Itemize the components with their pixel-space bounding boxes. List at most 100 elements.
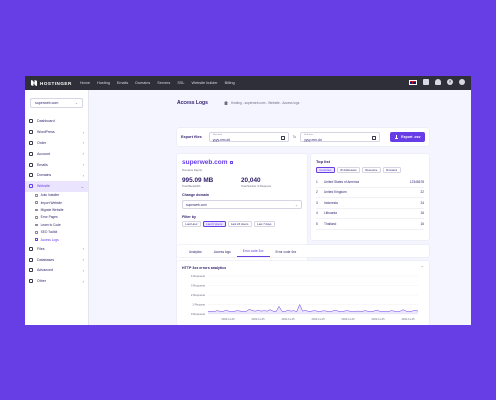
sidebar-item-advanced[interactable]: Advanced › (25, 265, 88, 276)
sidebar-subitem-seo-toolkit[interactable]: SEO Toolkit (25, 229, 88, 236)
seo-toolkit-icon (35, 230, 38, 234)
top-list-tabs: Countries IP Addresses Resource Domains (316, 167, 424, 173)
tab-access-logs[interactable]: Access logs (213, 250, 231, 254)
domain-stats: 995.09 MB Total Bandwidth 20,040 Total N… (182, 177, 302, 188)
top-nav-servers[interactable]: Servers (157, 81, 171, 85)
hostinger-logo-icon (31, 80, 37, 86)
breadcrumb-text[interactable]: Hosting - superweb.com - Website - Acces… (231, 101, 300, 105)
chevron-right-icon: › (82, 246, 84, 252)
domain-name[interactable]: superweb.com (182, 159, 302, 166)
sidebar-subitem-label: Learn to Code (40, 222, 61, 227)
migrate-website-icon (35, 208, 38, 212)
domain-select[interactable]: superweb.com ⌄ (182, 200, 302, 209)
sidebar-subitem-label: Access Logs (40, 237, 59, 242)
sidebar-item-order[interactable]: Order › (25, 138, 88, 149)
filter-last-7-days[interactable]: Last 7 days (253, 221, 275, 227)
sidebar-subitem-migrate-website[interactable]: Migrate Website (25, 206, 88, 213)
main-content: Access Logs Hosting - superweb.com - Web… (90, 90, 471, 325)
export-csv-button[interactable]: Export .csv (390, 132, 425, 142)
sidebar-item-label: Other (37, 279, 46, 284)
user-icon[interactable] (459, 79, 465, 85)
row-value: 16 (420, 221, 424, 226)
site-selector[interactable]: superweb.com ⌄ (30, 98, 83, 108)
hpanel-window: HOSTINGER Home Hosting Emails Domains Server… (25, 76, 471, 325)
calendar-icon[interactable] (280, 135, 285, 140)
sidebar-subitem-access-logs[interactable]: Access Logs (25, 236, 88, 243)
store-icon[interactable] (423, 79, 429, 85)
top-nav-website-builder[interactable]: Website builder (191, 81, 218, 85)
top-nav-hosting[interactable]: Hosting (96, 81, 110, 85)
filter-last-24-hours[interactable]: Last 24 Hours (227, 221, 252, 227)
change-domain-title: Change domain (182, 193, 209, 197)
uk-flag-icon[interactable] (409, 79, 417, 85)
y-tick-label: 0 Requests (191, 312, 206, 316)
list-item: 4 Lithuania 16 (316, 209, 424, 219)
end-date-value: yyyy-mm-dd (304, 137, 322, 142)
y-tick-label: 2 Requests (191, 293, 206, 297)
hostinger-logo[interactable]: HOSTINGER (31, 80, 72, 86)
end-date-field[interactable]: End date yyyy-mm-dd (300, 132, 381, 142)
chevron-up-icon[interactable]: ⌃ (420, 265, 424, 270)
list-item: 5 Thailand 16 (316, 219, 424, 230)
import-website-icon (35, 201, 38, 204)
top-list-tab-ip-addresses[interactable]: IP Addresses (336, 167, 360, 173)
access-logs-icon (35, 238, 38, 241)
sidebar-subitem-import-website[interactable]: Import Website (25, 199, 88, 206)
top-nav-billing[interactable]: Billing (224, 81, 235, 85)
globe-icon (29, 173, 33, 178)
tab-analytics[interactable]: Analytics (189, 250, 202, 254)
top-navigation-bar: HOSTINGER Home Hosting Emails Domains Server… (25, 76, 471, 90)
sidebar-subitem-auto-installer[interactable]: Auto Installer (25, 192, 88, 199)
filter-last-6-hours[interactable]: Last 6 Hours (202, 221, 226, 227)
top-list-tab-countries[interactable]: Countries (316, 167, 335, 173)
row-name: United States of America (324, 179, 360, 184)
top-list-rows: 1 United States of America 12345678 2 United… (316, 177, 424, 230)
learn-to-code-icon (35, 223, 38, 227)
filter-last-hour[interactable]: Last Hour (182, 221, 201, 227)
chevron-right-icon: › (82, 172, 84, 178)
chart-header[interactable]: HTTP 3xx errors analytics ⌃ (182, 265, 424, 270)
sidebar-item-account[interactable]: Account › (25, 148, 88, 159)
x-tick-label: 2020-11-25 (401, 317, 415, 321)
bell-icon[interactable] (435, 79, 441, 85)
sidebar-item-files[interactable]: Files › (25, 243, 88, 254)
start-date-field[interactable]: Start date yyyy-mm-dd (208, 132, 289, 142)
row-value: 22 (420, 190, 424, 195)
sidebar-subitem-error-pages[interactable]: Error Pages (25, 214, 88, 221)
sidebar-item-databases[interactable]: Databases › (25, 254, 88, 265)
chart-title: HTTP 3xx errors analytics (182, 265, 227, 270)
sidebar-item-emails[interactable]: Emails › (25, 159, 88, 170)
top-nav-emails[interactable]: Emails (116, 81, 129, 85)
tab-error-code-3xx[interactable]: Error code 3xx (236, 249, 270, 257)
sidebar-item-wordpress[interactable]: WordPress › (25, 127, 88, 138)
sidebar-item-label: Order (37, 140, 47, 145)
home-icon[interactable] (224, 101, 228, 105)
external-link-icon[interactable] (229, 161, 233, 164)
top-list-tab-domains[interactable]: Domains (382, 167, 401, 173)
sidebar-item-website[interactable]: Website ⌄ (25, 180, 88, 192)
help-icon[interactable]: ? (447, 79, 453, 85)
advanced-icon (29, 268, 33, 273)
list-item: 3 Indonesia 24 (316, 198, 424, 209)
chevron-right-icon: › (82, 162, 84, 168)
top-nav-ssl[interactable]: SSL (177, 81, 185, 85)
top-nav-domains[interactable]: Domains (135, 81, 151, 85)
tab-error-code-4xx[interactable]: Error code 4xx (275, 250, 297, 254)
end-date-caption: End date (304, 133, 313, 136)
page-title: Access Logs (177, 100, 208, 106)
sidebar: superweb.com ⌄ Dashboard WordPress › Order ›… (25, 90, 89, 325)
row-rank: 3 (316, 200, 318, 205)
sidebar-item-label: Dashboard (37, 119, 55, 124)
sidebar-item-domains[interactable]: Domains › (25, 170, 88, 181)
top-list-tab-resource[interactable]: Resource (361, 167, 381, 173)
sidebar-item-other[interactable]: Other › (25, 276, 88, 287)
calendar-icon[interactable] (372, 135, 377, 140)
to-label: To (292, 135, 297, 139)
sidebar-subitem-learn-to-code[interactable]: Learn to Code (25, 221, 88, 228)
row-name: Lithuania (324, 211, 337, 216)
sidebar-item-dashboard[interactable]: Dashboard (25, 116, 88, 127)
time-filters: Last Hour Last 6 Hours Last 24 Hours Last 7… (182, 221, 302, 227)
chevron-right-icon: › (82, 140, 84, 146)
top-icons: ? (409, 79, 465, 85)
top-nav-home[interactable]: Home (79, 81, 90, 85)
